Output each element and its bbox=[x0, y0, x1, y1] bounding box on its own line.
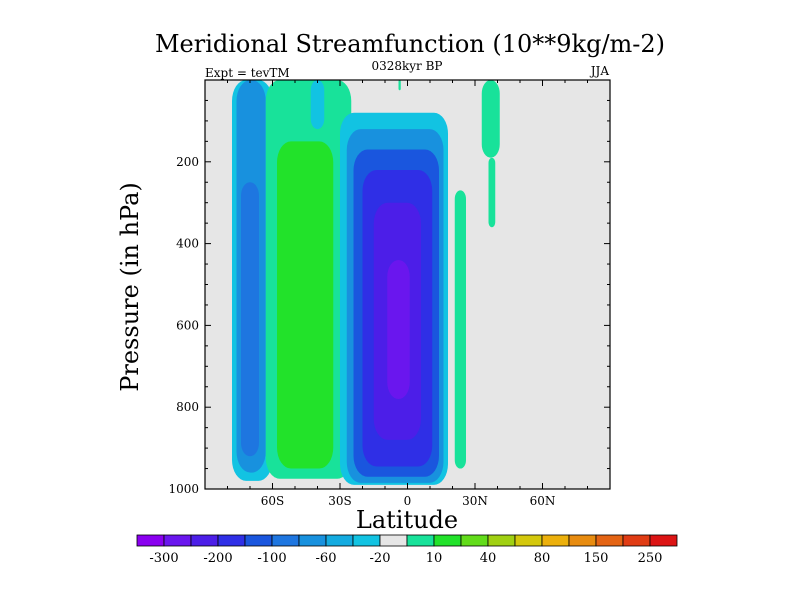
x-tick-label: 60N bbox=[530, 494, 556, 508]
colorbar-label: -60 bbox=[316, 551, 337, 566]
colorbar-swatch bbox=[271, 534, 300, 547]
y-tick-label: 200 bbox=[176, 155, 199, 169]
contour-region bbox=[310, 80, 325, 130]
colorbar-label: 150 bbox=[584, 551, 609, 566]
colorbar-swatch bbox=[487, 534, 516, 547]
y-tick-label: 400 bbox=[176, 237, 199, 251]
y-tick-label: 600 bbox=[176, 318, 199, 332]
colorbar-label: 250 bbox=[638, 551, 663, 566]
contour-region bbox=[277, 141, 334, 469]
colorbar-swatch bbox=[541, 534, 570, 547]
colorbar-swatch bbox=[163, 534, 192, 547]
colorbar-swatch bbox=[298, 534, 327, 547]
colorbar-swatch bbox=[217, 534, 246, 547]
contour-region bbox=[454, 190, 466, 469]
center-subtitle: 0328kyr BP bbox=[371, 59, 442, 73]
colorbar-swatch bbox=[595, 534, 624, 547]
contour-region bbox=[387, 259, 410, 400]
contour-region bbox=[481, 80, 500, 158]
colorbar-swatch bbox=[649, 534, 678, 547]
x-axis-label: Latitude bbox=[356, 506, 458, 534]
contour-region bbox=[241, 182, 259, 457]
colorbar-label: -300 bbox=[149, 551, 178, 566]
y-tick-label: 1000 bbox=[168, 482, 199, 496]
colorbar-label: 40 bbox=[480, 551, 497, 566]
x-tick-label: 30N bbox=[462, 494, 488, 508]
colorbar-label: -200 bbox=[203, 551, 232, 566]
colorbar-swatch bbox=[244, 534, 273, 547]
colorbar-swatch bbox=[379, 534, 408, 547]
colorbar-swatch bbox=[460, 534, 489, 547]
contour-region bbox=[398, 80, 401, 91]
y-axis-label: Pressure (in hPa) bbox=[116, 182, 144, 392]
colorbar-swatch bbox=[568, 534, 597, 547]
colorbar-swatch bbox=[406, 534, 435, 547]
colorbar-label: 10 bbox=[426, 551, 443, 566]
y-tick-label: 800 bbox=[176, 400, 199, 414]
colorbar-swatch bbox=[325, 534, 354, 547]
y-axis: 200 400 600 800 1000 bbox=[168, 99, 610, 496]
colorbar-swatch bbox=[352, 534, 381, 547]
contour-region bbox=[488, 157, 496, 228]
right-subtitle: JJA bbox=[589, 64, 610, 78]
colorbar-swatch bbox=[433, 534, 462, 547]
x-tick-label: 0 bbox=[404, 494, 412, 508]
colorbar-swatch bbox=[190, 534, 219, 547]
x-tick-label: 60S bbox=[261, 494, 285, 508]
colorbar-label: -100 bbox=[257, 551, 286, 566]
left-subtitle: Expt = tevTM bbox=[205, 66, 290, 80]
plot-area bbox=[204, 79, 611, 490]
colorbar: -300 -200 -100 -60 -20 10 40 80 150 250 bbox=[136, 534, 678, 566]
colorbar-swatch bbox=[136, 534, 165, 547]
colorbar-label: -20 bbox=[370, 551, 391, 566]
colorbar-label: 80 bbox=[534, 551, 551, 566]
x-axis: 60S 30S 0 30N 60N bbox=[227, 80, 588, 508]
colorbar-swatch bbox=[622, 534, 651, 547]
x-tick-label: 30S bbox=[328, 494, 352, 508]
colorbar-swatch bbox=[514, 534, 543, 547]
chart-title: Meridional Streamfunction (10**9kg/m-2) bbox=[155, 30, 665, 58]
